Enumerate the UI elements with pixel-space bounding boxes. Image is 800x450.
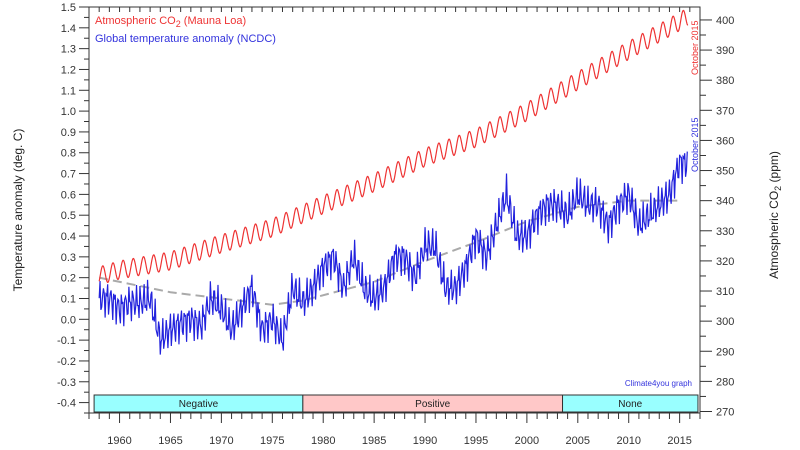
- y-tick-label-left: 0.7: [61, 169, 76, 181]
- y-tick-label-right: 270: [716, 406, 734, 418]
- y-tick-label-left: 1.5: [61, 2, 76, 14]
- plot-frame: [88, 6, 701, 414]
- x-tick-label: 1965: [158, 435, 182, 447]
- y-tick-label-left: 1.2: [61, 64, 76, 76]
- y-tick-label-left: 0.6: [61, 189, 76, 201]
- y-axis-label-left: Temperature anomaly (deg. C): [11, 129, 25, 292]
- x-tick-label: 1990: [413, 435, 437, 447]
- x-tick-label: 2010: [616, 435, 640, 447]
- y-tick-label-left: -0.1: [57, 335, 76, 347]
- co2-end-annotation: October 2015: [690, 20, 700, 75]
- temperature-anomaly-line: [98, 151, 688, 355]
- y-tick-label-left: 1.4: [61, 23, 76, 35]
- y-tick-label-right: 400: [716, 15, 734, 27]
- y-tick-label-left: 0.8: [61, 148, 76, 160]
- y-tick-label-right: 340: [716, 196, 734, 208]
- y-tick-label-right: 380: [716, 75, 734, 87]
- y-tick-label-left: 0.9: [61, 127, 76, 139]
- x-tick-label: 2005: [566, 435, 590, 447]
- series-lines: [98, 9, 689, 355]
- y-tick-label-left: 0.3: [61, 252, 76, 264]
- y-tick-label-right: 330: [716, 226, 734, 238]
- y-tick-label-left: 1.0: [61, 106, 76, 118]
- y-tick-label-left: 1.1: [61, 85, 76, 97]
- y-tick-label-right: 280: [716, 376, 734, 388]
- x-tick-label: 1980: [311, 435, 335, 447]
- y-tick-label-right: 370: [716, 105, 734, 117]
- band-label: Negative: [179, 399, 219, 410]
- band-label: None: [618, 399, 642, 410]
- y-tick-label-left: 1.3: [61, 44, 76, 56]
- credit-label: Climate4you graph: [625, 379, 692, 388]
- legend-co2: Atmospheric CO2 (Mauna Loa): [95, 15, 246, 29]
- x-tick-label: 1985: [362, 435, 386, 447]
- y-tick-label-left: 0.0: [61, 314, 76, 326]
- y-axis-label-right: Atmospheric CO2 (ppm): [767, 151, 783, 279]
- y-tick-label-left: 0.1: [61, 293, 76, 305]
- x-tick-label: 1960: [107, 435, 131, 447]
- co2-line: [98, 9, 689, 284]
- y-tick-label-right: 290: [716, 346, 734, 358]
- y-tick-label-left: -0.2: [57, 356, 76, 368]
- x-tick-label: 2015: [667, 435, 691, 447]
- y-tick-label-right: 390: [716, 45, 734, 57]
- temp-end-annotation: October 2015: [690, 117, 700, 172]
- y-tick-label-right: 300: [716, 316, 734, 328]
- band-label: Positive: [415, 399, 450, 410]
- y-tick-label-left: 0.2: [61, 273, 76, 285]
- y-tick-label-right: 320: [716, 256, 734, 268]
- phase-bands: Negative Positive None: [93, 394, 699, 413]
- x-tick-label: 1975: [260, 435, 284, 447]
- temperature-trend-line: [98, 199, 680, 306]
- y-tick-label-right: 360: [716, 135, 734, 147]
- y-tick-label-left: -0.4: [57, 398, 76, 410]
- y-tick-label-right: 350: [716, 166, 734, 178]
- x-tick-label: 2000: [515, 435, 539, 447]
- x-tick-label: 1970: [209, 435, 233, 447]
- legend-temp: Global temperature anomaly (NCDC): [95, 33, 276, 45]
- y-tick-label-right: 310: [716, 286, 734, 298]
- y-tick-label-left: 0.4: [61, 231, 76, 243]
- y-tick-label-left: 0.5: [61, 210, 76, 222]
- axis-ticks: 1960 1965 1970 1975 1980 1985 1990 1995 2000 2005…: [57, 2, 734, 447]
- y-tick-label-left: -0.3: [57, 377, 76, 389]
- x-tick-label: 1995: [464, 435, 488, 447]
- band-none: [562, 394, 699, 413]
